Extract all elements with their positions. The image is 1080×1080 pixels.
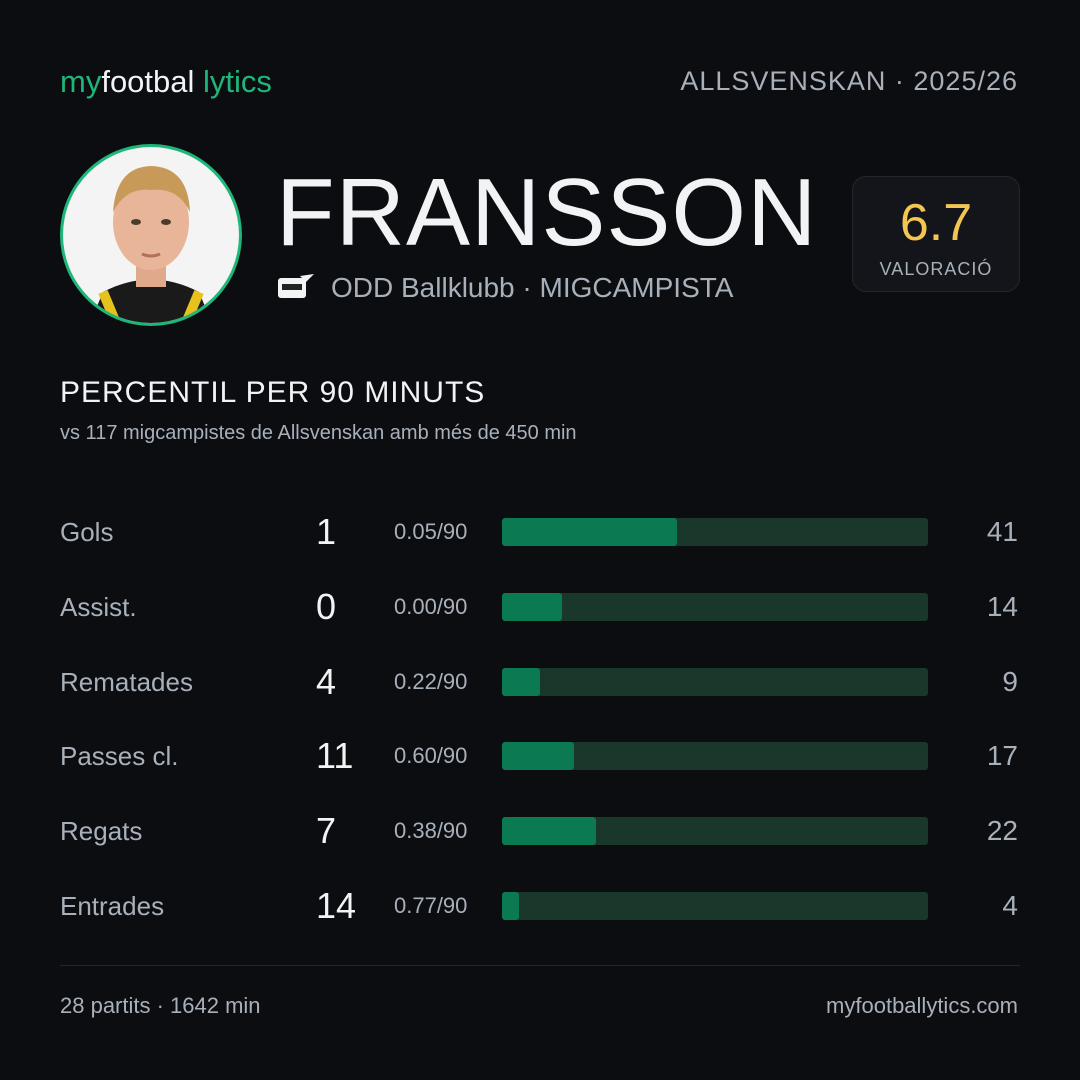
stat-total: 14	[316, 885, 357, 926]
team-position: ODD Ballklubb · MIGCAMPISTA	[331, 272, 734, 303]
section-title: PERCENTIL PER 90 MINUTS	[60, 376, 486, 409]
percentile-bar	[502, 742, 575, 771]
bar-track	[502, 592, 928, 621]
stat-per90: 0.77/90	[394, 893, 468, 918]
stat-total: 4	[316, 660, 337, 702]
bar-track	[502, 742, 928, 771]
percentile-bar	[502, 592, 562, 621]
stat-label: Assist.	[60, 591, 137, 622]
stat-percentile: 4	[1002, 890, 1018, 921]
stat-total: 1	[316, 511, 337, 552]
divider	[60, 965, 1020, 966]
bar-track	[502, 518, 928, 546]
league-season: ALLSVENSKAN · 2025/26	[680, 66, 1018, 96]
brand-part: my	[60, 64, 102, 99]
percentile-bar	[502, 817, 596, 846]
player-name: FRANSSON	[276, 159, 818, 266]
stat-total: 11	[316, 735, 354, 777]
stat-label: Passes cl.	[60, 741, 179, 772]
percentile-bar	[502, 518, 677, 546]
stat-per90: 0.38/90	[394, 818, 468, 844]
stat-label: Regats	[60, 816, 143, 847]
rating-value: 6.7	[899, 194, 973, 252]
stat-per90: 0.60/90	[394, 743, 468, 769]
stat-percentile: 14	[986, 590, 1018, 622]
bar-track	[502, 817, 928, 846]
stat-label: Rematades	[60, 666, 193, 697]
rating-label: VALORACIÓ	[879, 259, 993, 279]
stat-per90: 0.22/90	[394, 668, 468, 694]
percentile-bar	[502, 892, 520, 920]
team-badge	[278, 274, 314, 298]
brand-logo: myfootbal lytics	[60, 64, 272, 100]
bar-track	[502, 667, 928, 696]
rating-box: 6.7 VALORACIÓ	[852, 176, 1020, 292]
footer-site: myfootballytics.com	[826, 993, 1018, 1018]
stat-percentile: 22	[986, 815, 1018, 847]
stat-per90: 0.00/90	[394, 593, 468, 619]
stat-total: 0	[316, 585, 337, 627]
brand-part: footbal	[101, 64, 195, 99]
stat-percentile: 17	[986, 740, 1018, 772]
footer-summary: 28 partits · 1642 min	[60, 993, 261, 1018]
brand-part: lytics	[203, 64, 272, 99]
stat-label: Gols	[60, 517, 114, 547]
player-photo	[60, 144, 242, 326]
stat-percentile: 41	[986, 516, 1018, 547]
stat-percentile: 9	[1002, 665, 1018, 697]
stat-per90: 0.05/90	[394, 519, 468, 544]
section-subtitle: vs 117 migcampistes de Allsvenskan amb m…	[60, 422, 577, 444]
stat-total: 7	[316, 810, 337, 852]
bar-track	[502, 892, 928, 920]
stat-label: Entrades	[60, 891, 165, 921]
percentile-bar	[502, 667, 541, 696]
